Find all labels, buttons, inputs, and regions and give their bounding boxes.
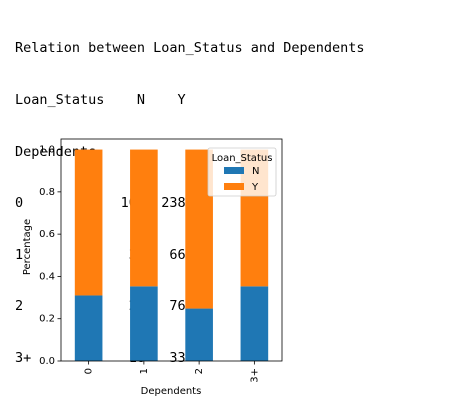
y-tick-label: 0.0 bbox=[39, 356, 55, 367]
x-tick-label: 0 bbox=[84, 368, 95, 374]
y-tick-label: 0.2 bbox=[39, 314, 55, 325]
output-title: Relation between Loan_Status and Depende… bbox=[15, 40, 365, 57]
bar-y-1 bbox=[130, 149, 158, 287]
x-axis-label: Dependents bbox=[141, 386, 202, 397]
bar-n-2 bbox=[185, 308, 213, 361]
y-tick-label: 0.8 bbox=[39, 187, 55, 198]
bar-n-0 bbox=[74, 295, 103, 361]
x-tick-label: 3+ bbox=[249, 368, 260, 383]
y-tick-label: 0.6 bbox=[39, 229, 55, 240]
y-axis: 0.0 0.2 0.4 0.6 0.8 1.0 bbox=[39, 145, 61, 367]
bar-n-1 bbox=[130, 286, 158, 361]
legend-swatch-y bbox=[224, 183, 244, 190]
table-header-row: Loan_Status N Y bbox=[15, 92, 186, 108]
y-tick-label: 0.4 bbox=[39, 271, 55, 282]
legend-title: Loan_Status bbox=[212, 153, 273, 164]
axes-frame bbox=[60, 138, 283, 362]
bar-n-3plus bbox=[240, 286, 269, 361]
legend: Loan_Status N Y bbox=[207, 147, 277, 197]
x-axis: 0 1 2 3+ bbox=[84, 361, 260, 383]
y-tick-label: 1.0 bbox=[39, 145, 55, 156]
legend-label-n: N bbox=[252, 166, 259, 177]
y-axis-label: Percentage bbox=[22, 219, 33, 275]
legend-swatch-n bbox=[224, 167, 244, 174]
x-tick-label: 2 bbox=[194, 368, 205, 374]
legend-label-y: Y bbox=[251, 182, 259, 193]
bar-y-0 bbox=[74, 149, 103, 296]
x-tick-label: 1 bbox=[139, 368, 150, 374]
